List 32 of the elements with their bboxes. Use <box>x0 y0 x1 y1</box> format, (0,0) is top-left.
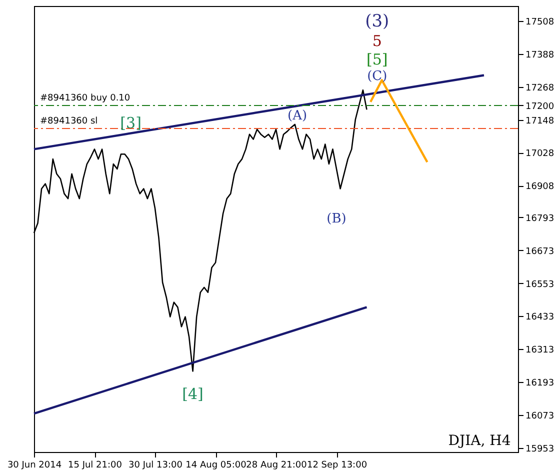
x-tick-label: 15 Jul 21:00 <box>68 460 122 470</box>
y-tick-label: 16193 <box>526 378 554 389</box>
x-tick-label: 28 Aug 21:00 <box>246 460 308 470</box>
y-tick-label: 17200 <box>526 102 554 112</box>
ref-line-label: #8941360 buy 0.10 <box>40 93 130 104</box>
annotation: (B) <box>326 211 346 226</box>
ref-line-label: #8941360 sl <box>40 116 98 127</box>
y-tick-label: 17148 <box>526 116 554 126</box>
annotation: 5 <box>372 32 382 50</box>
y-tick-label: 17388 <box>526 50 554 60</box>
y-tick-label: 16433 <box>526 312 554 323</box>
y-tick-label: 16793 <box>526 214 554 224</box>
y-tick-label: 17268 <box>526 83 554 94</box>
annotation: (C) <box>367 69 388 84</box>
x-tick-label: 30 Jun 2014 <box>7 460 62 470</box>
x-tick-label: 12 Sep 13:00 <box>306 460 368 470</box>
annotation: (A) <box>288 108 308 124</box>
annotation: [4] <box>182 385 204 404</box>
y-tick-label: 16313 <box>526 346 554 356</box>
annotation: DJIA, H4 <box>448 432 511 449</box>
y-tick-label: 16073 <box>526 412 554 422</box>
x-tick-label: 14 Aug 05:00 <box>186 460 247 470</box>
y-tick-label: 15953 <box>526 444 554 455</box>
y-tick-label: 17028 <box>526 149 554 160</box>
y-tick-label: 16908 <box>526 182 554 192</box>
annotation: (3) <box>365 12 390 32</box>
annotation: [5] <box>366 50 388 69</box>
y-tick-label: 17508 <box>526 17 554 28</box>
annotation: [3] <box>120 114 142 132</box>
x-tick-label: 30 Jul 13:00 <box>128 460 183 470</box>
y-tick-label: 16673 <box>526 246 554 257</box>
y-tick-label: 16553 <box>526 280 554 290</box>
